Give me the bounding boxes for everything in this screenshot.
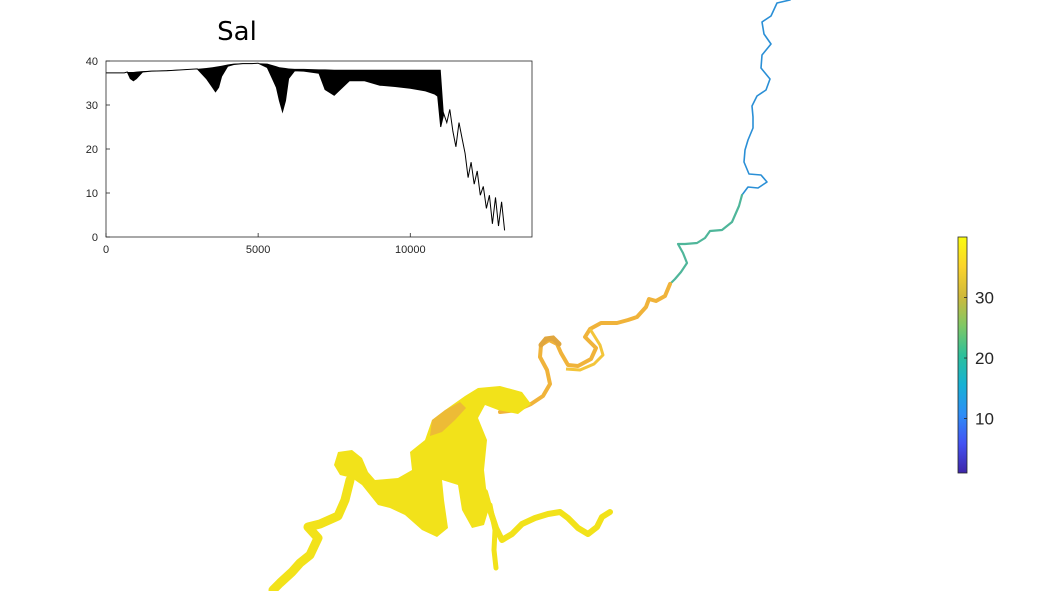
chart-title: Sal (217, 17, 257, 47)
river-orange-bend (538, 335, 562, 348)
estuary-south-arm (487, 502, 499, 571)
y-tick-label: 20 (86, 144, 98, 156)
river-upper-channel (741, 0, 791, 196)
colorbar-ticks: 10 20 30 (964, 289, 994, 429)
salinity-map (268, 0, 791, 591)
colorbar-tick-label: 30 (975, 289, 994, 308)
chart-sal: 0 5000 10000 0 10 20 30 40 Sal (86, 17, 533, 256)
y-axis: 0 10 20 30 40 (86, 56, 110, 244)
estuary-left-arm (268, 475, 355, 591)
x-tick-label: 10000 (395, 244, 426, 256)
y-tick-label: 40 (86, 56, 98, 68)
estuary-right-arm (482, 489, 613, 543)
x-tick-label: 0 (103, 244, 109, 256)
y-tick-label: 0 (92, 232, 98, 244)
x-tick-label: 5000 (246, 244, 270, 256)
colorbar-bar (957, 236, 968, 474)
y-tick-label: 30 (86, 100, 98, 112)
estuary-body (334, 386, 531, 537)
salinity-line (106, 62, 506, 231)
river-mid-loop (565, 328, 605, 372)
plot-area (106, 61, 532, 237)
colorbar-tick-label: 10 (975, 410, 994, 429)
colorbar-tick-label: 20 (975, 349, 994, 368)
colorbar: 10 20 30 (957, 236, 994, 474)
river-middle-channel (498, 282, 672, 414)
river-transition-channel (668, 193, 744, 286)
y-tick-label: 10 (86, 188, 98, 200)
x-axis: 0 5000 10000 (103, 233, 426, 256)
estuary-orange-zone (430, 402, 466, 436)
